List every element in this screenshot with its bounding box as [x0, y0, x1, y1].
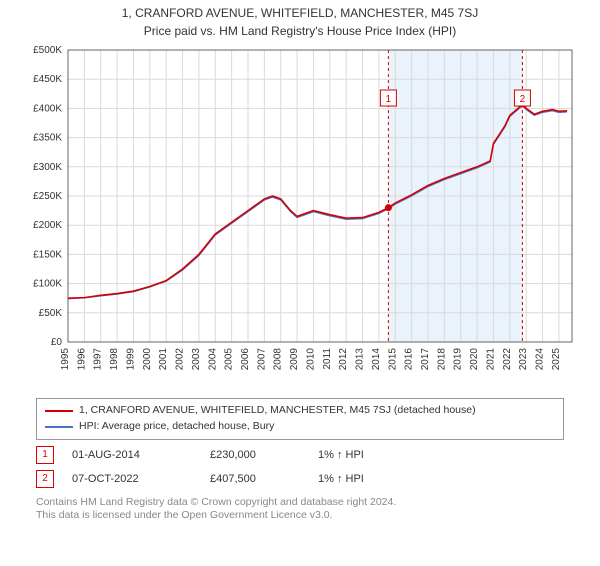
legend-item: HPI: Average price, detached house, Bury [45, 419, 555, 435]
svg-text:£400K: £400K [33, 103, 62, 114]
price-chart: £0 £50K £100K £150K £200K £250K £300K £350K £400… [20, 42, 580, 392]
svg-text:2003: 2003 [191, 348, 202, 371]
legend: 1, CRANFORD AVENUE, WHITEFIELD, MANCHEST… [36, 398, 564, 440]
svg-text:2000: 2000 [142, 348, 153, 371]
transaction-price: £407,500 [210, 473, 300, 485]
svg-text:1: 1 [386, 94, 392, 105]
svg-text:2013: 2013 [355, 348, 366, 371]
svg-text:2010: 2010 [305, 348, 316, 371]
svg-text:2017: 2017 [420, 348, 431, 371]
svg-text:£350K: £350K [33, 133, 62, 144]
svg-text:£450K: £450K [33, 74, 62, 85]
legend-item: 1, CRANFORD AVENUE, WHITEFIELD, MANCHEST… [45, 403, 555, 419]
svg-text:1996: 1996 [76, 348, 87, 371]
svg-text:£150K: £150K [33, 249, 62, 260]
svg-text:£100K: £100K [33, 279, 62, 290]
svg-text:1999: 1999 [125, 348, 136, 371]
svg-text:2025: 2025 [551, 348, 562, 371]
svg-text:2009: 2009 [289, 348, 300, 371]
svg-text:2011: 2011 [322, 348, 333, 370]
transaction-row: 2 07-OCT-2022 £407,500 1% ↑ HPI [36, 470, 564, 488]
svg-text:1997: 1997 [93, 348, 104, 371]
svg-text:2015: 2015 [387, 348, 398, 371]
svg-text:2008: 2008 [273, 348, 284, 371]
transaction-price: £230,000 [210, 449, 300, 461]
attribution-line: Contains HM Land Registry data © Crown c… [36, 496, 564, 510]
transaction-date: 01-AUG-2014 [72, 449, 192, 461]
svg-text:2022: 2022 [502, 348, 513, 371]
attribution: Contains HM Land Registry data © Crown c… [36, 496, 564, 523]
svg-text:2007: 2007 [256, 348, 267, 371]
svg-text:£500K: £500K [33, 45, 62, 56]
svg-text:2021: 2021 [485, 348, 496, 371]
svg-text:2: 2 [520, 94, 526, 105]
svg-text:2005: 2005 [224, 348, 235, 371]
page-subtitle: Price paid vs. HM Land Registry's House … [0, 24, 600, 38]
svg-text:2002: 2002 [175, 348, 186, 371]
transaction-pct: 1% ↑ HPI [318, 449, 398, 461]
svg-text:1998: 1998 [109, 348, 120, 371]
transaction-pct: 1% ↑ HPI [318, 473, 398, 485]
legend-label: 1, CRANFORD AVENUE, WHITEFIELD, MANCHEST… [79, 403, 476, 419]
attribution-line: This data is licensed under the Open Gov… [36, 509, 564, 523]
svg-text:£0: £0 [51, 337, 63, 348]
svg-text:2018: 2018 [436, 348, 447, 371]
legend-label: HPI: Average price, detached house, Bury [79, 419, 274, 435]
svg-text:2024: 2024 [535, 348, 546, 371]
svg-text:2012: 2012 [338, 348, 349, 371]
page-title: 1, CRANFORD AVENUE, WHITEFIELD, MANCHEST… [0, 6, 600, 20]
svg-text:2006: 2006 [240, 348, 251, 371]
svg-text:2016: 2016 [404, 348, 415, 371]
svg-text:1995: 1995 [60, 348, 71, 371]
svg-text:2019: 2019 [453, 348, 464, 371]
svg-text:£200K: £200K [33, 220, 62, 231]
svg-text:2001: 2001 [158, 348, 169, 371]
legend-swatch [45, 426, 73, 428]
svg-text:£50K: £50K [39, 308, 63, 319]
marker-badge: 1 [36, 446, 54, 464]
svg-text:2014: 2014 [371, 348, 382, 371]
svg-text:2020: 2020 [469, 348, 480, 371]
marker-badge: 2 [36, 470, 54, 488]
transaction-row: 1 01-AUG-2014 £230,000 1% ↑ HPI [36, 446, 564, 464]
svg-text:£250K: £250K [33, 191, 62, 202]
svg-text:2004: 2004 [207, 348, 218, 371]
transaction-date: 07-OCT-2022 [72, 473, 192, 485]
legend-swatch [45, 410, 73, 412]
svg-text:£300K: £300K [33, 162, 62, 173]
svg-text:2023: 2023 [518, 348, 529, 371]
